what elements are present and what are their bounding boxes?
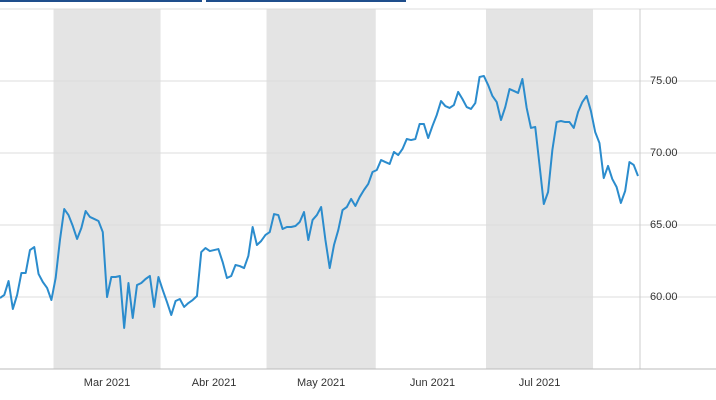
month-band [53, 9, 161, 369]
tab-underline [0, 0, 202, 2]
x-tick-label: Abr 2021 [192, 377, 237, 389]
y-tick-label: 70.00 [650, 147, 678, 159]
y-tick-label: 60.00 [650, 291, 678, 303]
x-tick-label: May 2021 [297, 377, 345, 389]
x-tick-label: Jul 2021 [519, 377, 561, 389]
x-tick-label: Mar 2021 [84, 377, 130, 389]
tab-underline [206, 0, 406, 2]
month-band [485, 9, 594, 369]
y-tick-label: 65.00 [650, 219, 678, 231]
marks: Mar 2021 Abr 2021 May 2021 Jun 2021 Jul 2021… [0, 75, 678, 389]
y-tick-label: 75.00 [650, 75, 678, 87]
grid [0, 80, 716, 298]
month-band [266, 9, 376, 369]
price-line [0, 74, 639, 329]
x-tick-label: Jun 2021 [410, 377, 455, 389]
month-bands [53, 9, 594, 369]
